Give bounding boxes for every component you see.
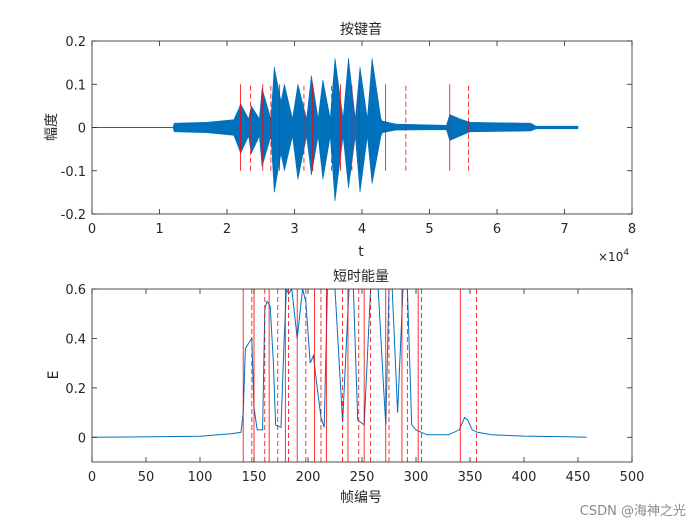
waveform-x-tick-label: 2	[223, 222, 231, 237]
x-exponent-base: ×10	[598, 250, 623, 264]
energy-x-tick-label: 250	[350, 470, 375, 485]
subplot-waveform: 按键音 t 幅度 ×104 0 1 2 3 4 5 6 7 8-0.2-0.100.10.2	[44, 21, 636, 264]
energy-title: 短时能量	[333, 269, 389, 285]
energy-x-tick-label: 50	[138, 470, 155, 485]
waveform-x-tick-label: 6	[493, 222, 501, 237]
waveform-x-tick-label: 0	[88, 222, 96, 237]
waveform-ylabel: 幅度	[44, 113, 60, 141]
waveform-y-tick-label: 0.2	[65, 35, 86, 50]
energy-x-tick-label: 200	[296, 470, 321, 485]
waveform-x-tick-label: 7	[560, 222, 568, 237]
waveform-x-tick-label: 3	[290, 222, 298, 237]
energy-x-tick-label: 400	[512, 470, 537, 485]
waveform-y-tick-label: 0	[78, 122, 86, 137]
energy-x-tick-label: 500	[620, 470, 645, 485]
energy-x-tick-label: 0	[88, 470, 96, 485]
energy-ylabel: E	[46, 371, 62, 380]
subplot-energy: 短时能量 帧编号 E 0 50 100 150 200 250 300 350 400 450 50…	[46, 269, 644, 506]
energy-x-tick-label: 100	[188, 470, 213, 485]
energy-series-line	[92, 289, 587, 438]
waveform-y-tick-label: -0.1	[61, 165, 86, 180]
energy-y-tick-label: 0	[78, 431, 86, 446]
waveform-x-tick-label: 5	[425, 222, 433, 237]
waveform-title: 按键音	[340, 21, 382, 38]
energy-xlabel: 帧编号	[340, 490, 382, 506]
energy-series-group	[92, 289, 587, 462]
waveform-signal	[92, 58, 579, 202]
waveform-x-tick-label: 8	[628, 222, 636, 237]
waveform-y-tick-label: -0.2	[61, 208, 86, 223]
energy-x-tick-label: 450	[566, 470, 591, 485]
energy-y-tick-label: 0.4	[65, 332, 86, 347]
energy-x-tick-label: 300	[404, 470, 429, 485]
waveform-x-exponent: ×104	[598, 248, 629, 264]
energy-y-tick-label: 0.6	[65, 283, 86, 298]
waveform-x-tick-label: 1	[155, 222, 163, 237]
waveform-y-tick-label: 0.1	[65, 78, 86, 93]
energy-x-tick-label: 350	[458, 470, 483, 485]
x-exponent-power: 4	[623, 248, 629, 258]
waveform-x-tick-label: 4	[358, 222, 366, 237]
waveform-xlabel: t	[358, 244, 364, 260]
waveform-series-group	[92, 58, 579, 202]
watermark-text: CSDN @海神之光	[579, 504, 686, 519]
energy-y-tick-label: 0.2	[65, 382, 86, 397]
energy-plot-area	[92, 289, 632, 462]
energy-x-tick-label: 150	[242, 470, 267, 485]
